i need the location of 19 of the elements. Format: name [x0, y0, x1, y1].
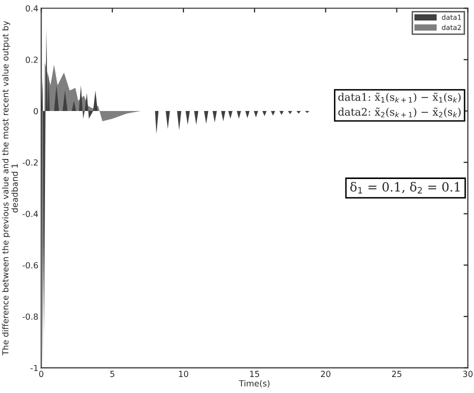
x-tick-label: 5	[110, 370, 114, 378]
y-tick-label: -0.6	[22, 262, 38, 268]
y-tick-label: 0.4	[26, 5, 38, 12]
x-tick-label: 25	[392, 370, 402, 378]
x-tick-label: 15	[250, 370, 260, 378]
y-tick-label: 0.2	[26, 56, 38, 63]
x-tick-label: 30	[463, 370, 473, 378]
y-tick-label: -0.4	[22, 210, 38, 218]
annotation: δ$_{1}$ = 0.1, δ$_{2}$ = 0.1	[350, 182, 460, 194]
y-tick-label: -0.8	[22, 313, 38, 320]
x-tick-label: 0	[39, 370, 44, 378]
x-axis-title: Time(s)	[238, 380, 270, 388]
y-tick-label: -0.2	[22, 159, 38, 166]
y-tick-label: 0	[34, 108, 38, 114]
y-tick-label: -1	[30, 364, 38, 372]
x-tick-label: 20	[320, 370, 330, 378]
x-tick-label: 10	[179, 370, 188, 378]
text: data1: x̃$_{1}$(s$_{k+1}$) − x̃$_{1}$(s$_{k}$) data2: x̃$_{2}$(s$_{k+1}$) − x̃$_{2}$(s$_{k}$)	[338, 92, 461, 118]
y-axis-title: The difference between the previous value and the most recent value output by deadband 1	[2, 20, 18, 356]
